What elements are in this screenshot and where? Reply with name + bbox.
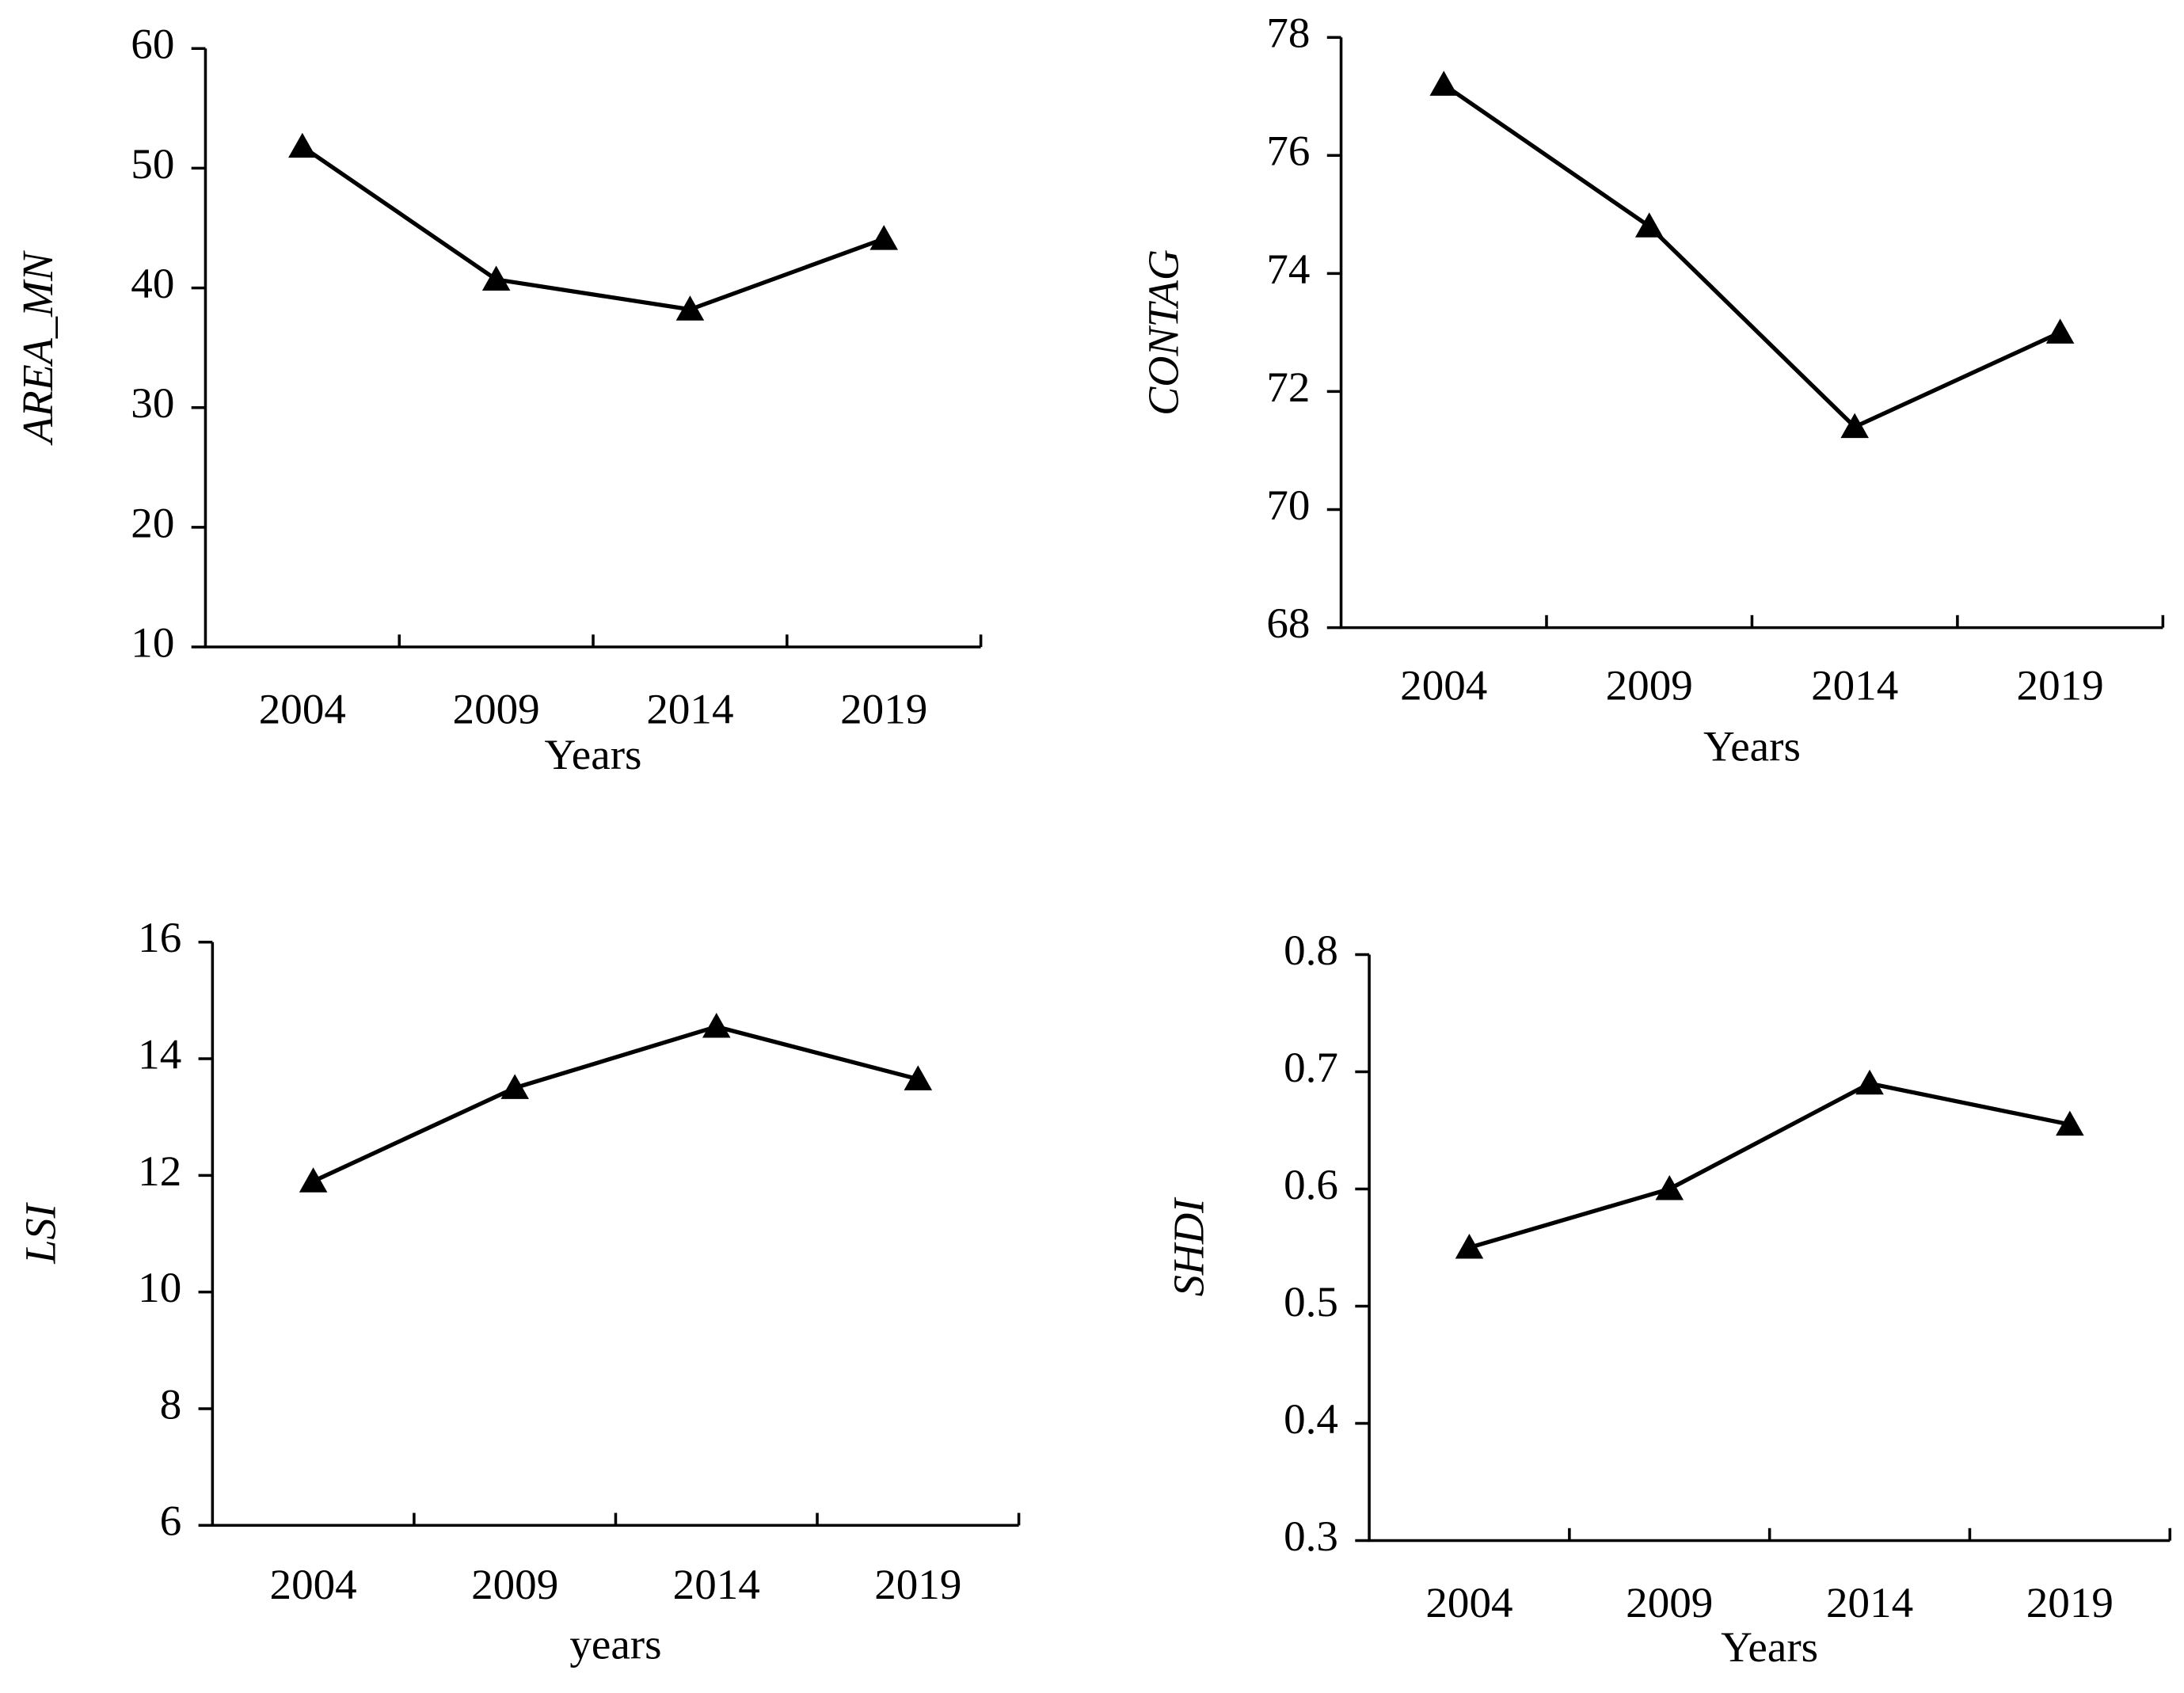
y-axis-label: AREA_MN <box>13 250 62 445</box>
data-line <box>1442 82 2061 430</box>
marker <box>1634 212 1664 238</box>
data-line <box>301 145 885 312</box>
axes <box>1368 954 2171 1543</box>
y-axis-label: SHDI <box>1164 1197 1212 1296</box>
y-tick-label: 50 <box>131 139 174 188</box>
y-tick-label: 60 <box>131 20 174 68</box>
marker <box>702 1013 731 1038</box>
marker <box>2045 318 2075 344</box>
y-tick-label: 70 <box>1266 481 1310 529</box>
x-tick-label: 2009 <box>1606 661 1693 710</box>
x-axis-label: Years <box>1703 722 1801 770</box>
y-tick-label: 30 <box>131 379 174 428</box>
marker <box>1855 1069 1884 1095</box>
x-tick-label: 2014 <box>1826 1578 1913 1626</box>
x-tick-label: 2019 <box>840 685 927 733</box>
axes <box>204 48 981 649</box>
x-tick-label: 2014 <box>1811 661 1898 710</box>
y-tick-label: 12 <box>138 1147 181 1195</box>
marker <box>1455 1234 1484 1259</box>
x-tick-label: 2009 <box>1626 1578 1713 1626</box>
y-tick-label: 78 <box>1266 9 1310 57</box>
x-axis-label: Years <box>1721 1623 1818 1671</box>
y-tick-label: 0.5 <box>1284 1277 1338 1326</box>
data-line <box>1468 1081 2071 1250</box>
y-tick-label: 74 <box>1266 245 1310 293</box>
marker <box>500 1074 529 1099</box>
x-tick-label: 2019 <box>874 1561 961 1609</box>
chart-panel: 10 20 30 40 50 60 2004 2009 2014 2019 Years AREA_MN <box>13 20 983 779</box>
y-tick-label: 0.6 <box>1284 1160 1338 1208</box>
y-tick-label: 6 <box>160 1497 182 1545</box>
y-tick-label: 14 <box>138 1030 181 1079</box>
chart-panel: 6 8 10 12 14 16 2004 2009 2014 2019 years LSI <box>16 914 1021 1668</box>
marker <box>675 295 705 321</box>
data-line <box>312 1024 919 1184</box>
y-tick-label: 76 <box>1266 127 1310 175</box>
y-tick-label: 68 <box>1266 599 1310 647</box>
y-tick-label: 10 <box>131 618 174 667</box>
chart-panel: 0.3 0.4 0.5 0.6 0.7 0.8 2004 2009 2014 2019 Years S… <box>1164 926 2172 1671</box>
y-tick-label: 16 <box>138 914 181 962</box>
marker <box>869 225 898 250</box>
marker <box>1840 413 1869 439</box>
x-tick-label: 2009 <box>453 685 540 733</box>
x-axis-label: Years <box>545 731 642 779</box>
axes <box>211 942 1019 1528</box>
y-tick-label: 8 <box>160 1380 182 1429</box>
y-tick-label: 20 <box>131 499 174 547</box>
x-tick-label: 2014 <box>646 685 733 733</box>
x-tick-label: 2004 <box>270 1561 357 1609</box>
x-tick-label: 2004 <box>259 685 346 733</box>
y-tick-label: 72 <box>1266 363 1310 411</box>
marker <box>1429 70 1459 96</box>
marker <box>2056 1110 2084 1136</box>
marker <box>481 265 511 291</box>
y-tick-label: 0.4 <box>1284 1394 1338 1443</box>
marker <box>904 1065 933 1090</box>
marker <box>1655 1175 1684 1200</box>
y-axis-label: CONTAG <box>1139 249 1187 416</box>
x-axis-label: years <box>569 1620 661 1668</box>
axes <box>1339 37 2163 630</box>
y-tick-label: 10 <box>138 1264 181 1312</box>
chart-panel: 68 70 72 74 76 78 2004 2009 2014 2019 Years CONTAG <box>1139 9 2165 770</box>
x-tick-label: 2009 <box>471 1561 558 1609</box>
x-tick-label: 2014 <box>673 1561 760 1609</box>
marker <box>299 1167 328 1193</box>
y-tick-label: 0.3 <box>1284 1512 1338 1560</box>
y-tick-label: 0.7 <box>1284 1043 1338 1091</box>
x-tick-label: 2019 <box>2026 1578 2114 1626</box>
x-tick-label: 2019 <box>2017 661 2104 710</box>
y-axis-label: LSI <box>16 1202 64 1265</box>
y-tick-label: 40 <box>131 259 174 307</box>
x-tick-label: 2004 <box>1400 661 1487 710</box>
x-tick-label: 2004 <box>1425 1578 1512 1626</box>
marker <box>288 132 317 158</box>
y-tick-label: 0.8 <box>1284 926 1338 974</box>
